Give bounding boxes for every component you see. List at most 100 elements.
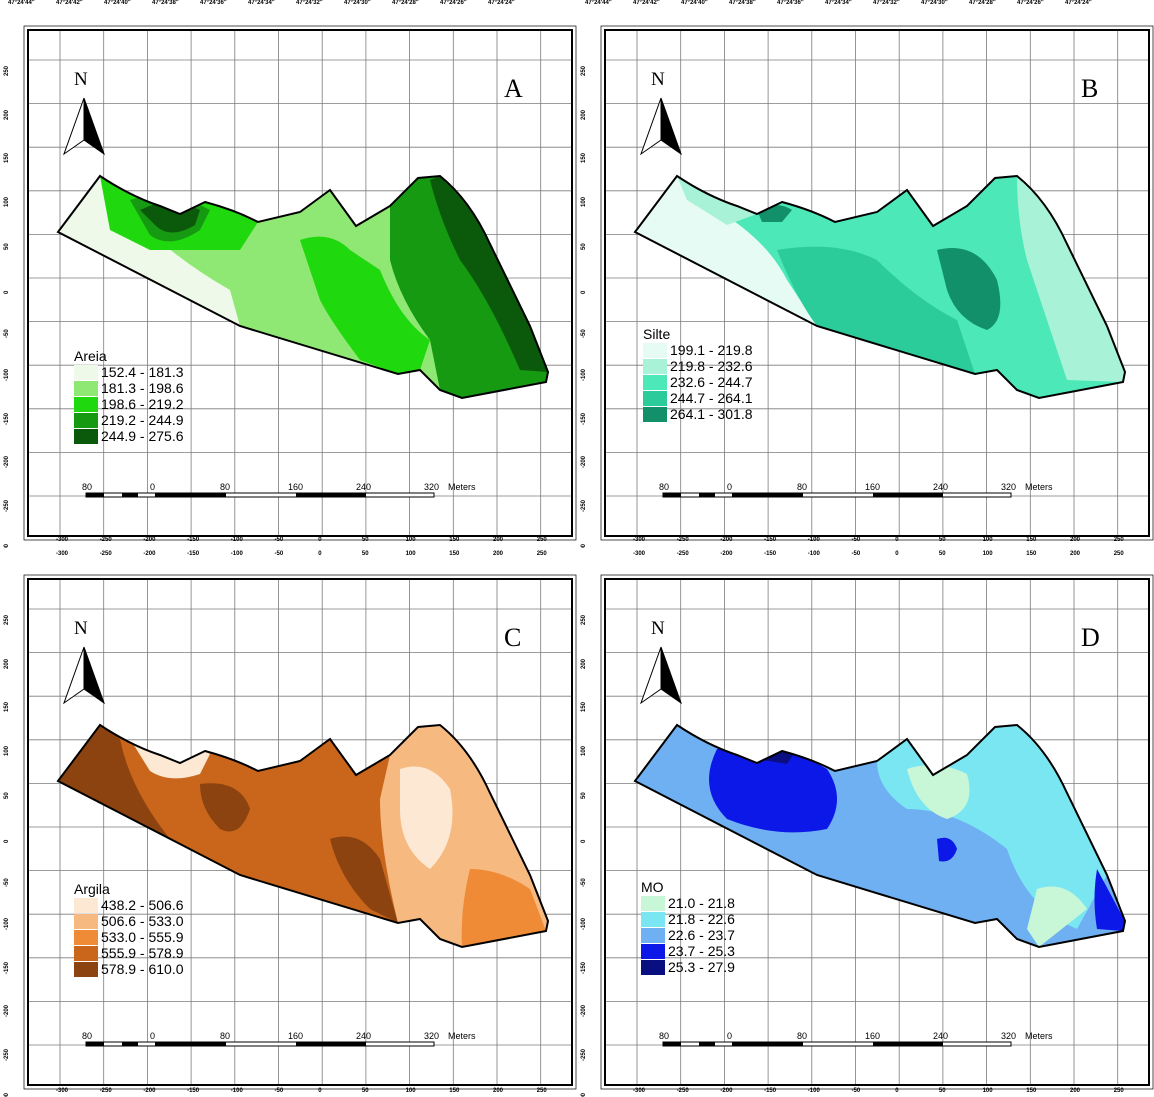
x-tick-label: -50 (274, 1088, 284, 1094)
x-tick-label: 250 (536, 1088, 547, 1094)
top-coordinate-label: 47°24'42" (56, 0, 83, 6)
top-coordinate-label: 47°24'26" (1017, 0, 1044, 6)
legend-item: 232.6 - 244.7 (643, 374, 753, 390)
legend: Argila 438.2 - 506.6 506.6 - 533.0 533.0 - … (74, 881, 184, 977)
x-tick-label: -50 (851, 551, 861, 557)
y-tick-label: 150 (4, 702, 10, 713)
legend-range-label: 219.8 - 232.6 (670, 358, 753, 374)
legend-title: Areia (74, 348, 107, 364)
scale-tick-label: 80 (797, 1031, 808, 1041)
north-label: N (651, 69, 665, 90)
legend: Silte 199.1 - 219.8 219.8 - 232.6 232.6 - 2… (643, 326, 753, 422)
x-tick-label: 0 (895, 551, 899, 557)
scale-tick-label: 240 (933, 482, 949, 492)
scale-tick-label: 160 (865, 1031, 881, 1041)
scale-tick-label: 320 (424, 1031, 440, 1041)
x-tick-label: 200 (493, 537, 504, 543)
y-tick-label: -250 (4, 1048, 10, 1061)
x-tick-label: 250 (1113, 551, 1124, 557)
x-tick-label: 0 (318, 537, 322, 543)
scale-bar (85, 492, 435, 498)
legend-swatch (641, 911, 665, 927)
legend-swatch (643, 342, 667, 358)
legend-swatch (74, 929, 98, 945)
x-tick-label: 50 (938, 1088, 946, 1094)
y-tick-label: -50 (581, 328, 587, 338)
legend-item: 533.0 - 555.9 (74, 929, 184, 945)
field-boundary (56, 174, 550, 400)
y-tick-label: 100 (4, 196, 10, 207)
legend-item: 555.9 - 578.9 (74, 945, 184, 961)
scale-tick-label: 320 (424, 482, 440, 492)
x-tick-label: 200 (1070, 537, 1081, 543)
scale-tick-label: 320 (1001, 1031, 1017, 1041)
top-coordinate-label: 47°24'38" (729, 0, 756, 6)
y-tick-label: -150 (581, 412, 587, 425)
x-tick-label: 100 (982, 1088, 993, 1094)
x-tick-label: 50 (938, 551, 946, 557)
legend-range-label: 198.6 - 219.2 (101, 396, 184, 412)
class-zone-3 (300, 236, 430, 374)
scale-bar (662, 1041, 1012, 1047)
legend-swatch (74, 364, 98, 380)
scale-tick-label: 320 (1001, 482, 1017, 492)
y-tick-label: -250 (581, 1048, 587, 1061)
legend-range-label: 578.9 - 610.0 (101, 961, 184, 977)
y-tick-label: 200 (4, 658, 10, 669)
y-tick-label: 50 (4, 792, 10, 800)
legend-item: 181.3 - 198.6 (74, 380, 184, 396)
y-tick-label: -100 (4, 918, 10, 931)
x-tick-label: -100 (230, 537, 243, 543)
legend-range-label: 232.6 - 244.7 (670, 374, 753, 390)
map-frame (23, 574, 577, 1090)
x-tick-label: -50 (274, 537, 284, 543)
map-frame (23, 25, 577, 541)
x-tick-label: -300 (633, 551, 646, 557)
legend-range-label: 152.4 - 181.3 (101, 364, 184, 380)
scale-unit-label: Meters (448, 1031, 476, 1041)
y-tick-label: -200 (4, 456, 10, 469)
x-tick-label: 250 (536, 537, 547, 543)
north-label: N (74, 618, 88, 639)
x-tick-label: 100 (982, 551, 993, 557)
scale-tick-label: 160 (288, 1031, 304, 1041)
north-arrow-icon (640, 97, 682, 156)
x-tick-label: -150 (187, 537, 200, 543)
x-tick-label: 100 (405, 1088, 416, 1094)
panel-letter: A (504, 74, 523, 103)
legend-range-label: 244.7 - 264.1 (670, 390, 753, 406)
map-panel-c: 47°24'44"47°24'42"47°24'40"47°24'38"47°2… (0, 549, 577, 1097)
x-tick-label: 0 (895, 537, 899, 543)
class-zone-5 (58, 725, 240, 875)
top-coordinate-label: 47°24'30" (344, 0, 371, 6)
class-zone-1 (1027, 886, 1087, 947)
x-tick-label: -200 (143, 537, 156, 543)
scale-tick-label: 0 (150, 482, 156, 492)
y-tick-label: 100 (581, 196, 587, 207)
top-coordinate-label: 47°24'24" (488, 0, 515, 6)
north-arrow-icon (63, 646, 105, 705)
y-tick-label: 250 (581, 614, 587, 625)
scale-tick-label: 0 (727, 482, 733, 492)
y-tick-label: 150 (581, 153, 587, 164)
top-coordinate-label: 47°24'32" (873, 0, 900, 6)
class-zone-2 (1017, 176, 1125, 382)
y-tick-label: 150 (581, 702, 587, 713)
x-tick-label: 100 (405, 537, 416, 543)
y-tick-label: 0 (4, 290, 10, 294)
y-tick-label: 0 (581, 839, 587, 843)
field-boundary (633, 174, 1127, 400)
scale-tick-label: 240 (356, 1031, 372, 1041)
x-tick-label: 250 (1113, 537, 1124, 543)
legend-item: 152.4 - 181.3 (74, 364, 184, 380)
scale-tick-label: 80 (82, 1031, 93, 1041)
x-tick-label: 250 (1113, 1088, 1124, 1094)
map-panel-b: 47°24'44" 47°24'42" 47°24'40" 47°24'38" 47°2… (577, 0, 1154, 548)
y-tick-label: 250 (4, 65, 10, 76)
north-arrow-icon (63, 97, 105, 156)
top-coordinate-label: 47°24'36" (200, 0, 227, 6)
top-coordinate-label: 47°24'40" (104, 0, 131, 6)
legend-item: 219.2 - 244.9 (74, 412, 184, 428)
x-tick-label: 50 (361, 551, 369, 557)
x-tick-label: -250 (676, 1088, 689, 1094)
